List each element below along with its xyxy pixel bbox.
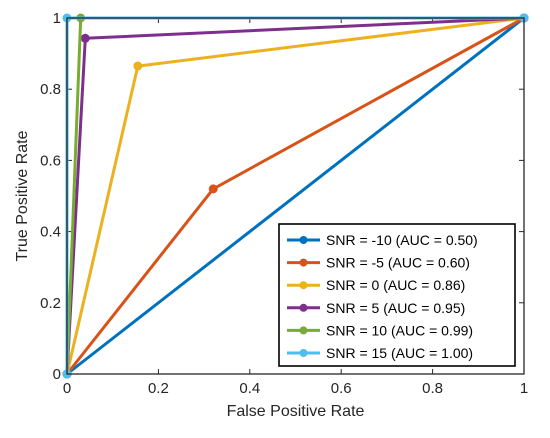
legend-label-4: SNR = 10 (AUC = 0.99) [326, 322, 473, 338]
legend-label-5: SNR = 15 (AUC = 1.00) [326, 345, 473, 361]
legend-label-0: SNR = -10 (AUC = 0.50) [326, 232, 478, 248]
x-tick-label: 0.6 [331, 380, 352, 397]
legend-marker-4 [299, 326, 308, 335]
x-tick-label: 0 [63, 380, 71, 397]
series-line-0 [65, 16, 526, 376]
y-tick-label: 0.2 [40, 295, 61, 312]
x-axis-label: False Positive Rate [227, 403, 365, 420]
legend-marker-1 [299, 258, 308, 267]
x-tick-label: 1 [520, 380, 528, 397]
axes-box [66, 17, 525, 375]
legend-label-1: SNR = -5 (AUC = 0.60) [326, 255, 470, 271]
y-tick-label: 0.6 [40, 152, 61, 169]
y-ticks: 0 0.2 0.4 0.6 0.8 1 [40, 10, 524, 383]
legend-label-2: SNR = 0 (AUC = 0.86) [326, 277, 465, 293]
legend-marker-2 [299, 281, 308, 290]
legend: SNR = -10 (AUC = 0.50) SNR = -5 (AUC = 0.… [278, 223, 516, 367]
y-tick-label: 0 [53, 366, 61, 383]
y-tick-label: 1 [53, 10, 61, 27]
x-tick-label: 0.4 [239, 380, 260, 397]
legend-label-3: SNR = 5 (AUC = 0.95) [326, 300, 465, 316]
x-tick-label: 0.2 [148, 380, 169, 397]
y-tick-label: 0.4 [40, 224, 61, 241]
x-ticks: 0 0.2 0.4 0.6 0.8 1 [63, 18, 528, 397]
series-point-2 [133, 61, 143, 71]
legend-marker-0 [299, 236, 308, 244]
legend-marker-5 [299, 349, 308, 357]
legend-box [278, 223, 516, 367]
y-tick-label: 0.8 [40, 81, 61, 98]
series-point-3 [80, 33, 90, 43]
x-tick-label: 0.8 [422, 380, 443, 397]
y-axis-label: True Positive Rate [14, 130, 31, 261]
legend-marker-3 [299, 303, 308, 312]
series-point-1 [208, 184, 218, 194]
